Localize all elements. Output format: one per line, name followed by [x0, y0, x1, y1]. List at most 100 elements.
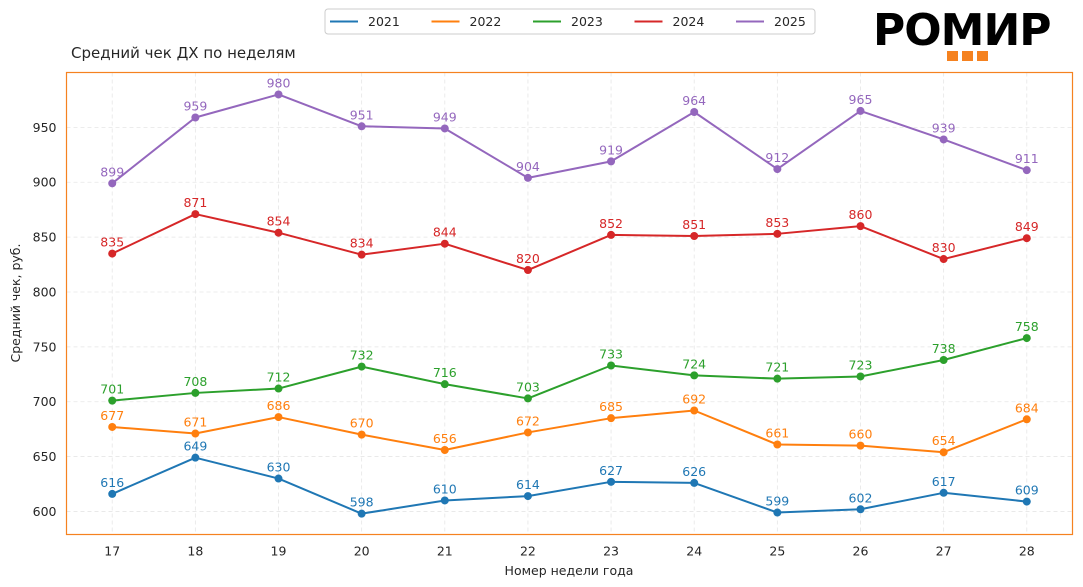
data-point: [274, 90, 283, 99]
data-point: [440, 124, 449, 133]
data-point: [690, 406, 699, 415]
series-line: [111, 456, 1027, 515]
x-tick-label: 19: [271, 544, 287, 559]
data-point: [939, 356, 948, 365]
legend-item-2025: 2025: [736, 14, 806, 29]
plot-frame: [65, 71, 1074, 536]
logo-square-icon: [947, 51, 958, 61]
legend-box: [324, 8, 816, 35]
data-label: 616: [100, 475, 124, 490]
data-label: 724: [682, 356, 706, 371]
data-label: 677: [100, 408, 124, 423]
data-point: [690, 478, 699, 487]
x-tick-label: 28: [1019, 544, 1035, 559]
series-2024: 835 871 854 834 844 820 852 851 853 860 830 849: [100, 195, 1039, 275]
legend-label: 2025: [774, 14, 806, 29]
data-point: [690, 108, 699, 117]
legend-label: 2021: [368, 14, 400, 29]
data-label: 899: [100, 164, 124, 179]
data-label: 835: [100, 235, 124, 250]
data-point: [274, 228, 283, 237]
data-label: 854: [267, 214, 291, 229]
data-point: [1022, 497, 1031, 506]
data-point: [773, 229, 782, 238]
data-label: 614: [516, 477, 540, 492]
data-point: [440, 239, 449, 248]
data-label: 701: [100, 382, 124, 397]
data-label: 598: [350, 495, 374, 510]
data-point: [108, 422, 117, 431]
data-point: [856, 222, 865, 231]
data-point: [773, 165, 782, 174]
x-axis-label: Номер недели года: [505, 563, 634, 578]
data-point: [856, 106, 865, 115]
data-label: 980: [267, 75, 291, 90]
data-point: [191, 388, 200, 397]
data-point: [523, 173, 532, 182]
data-label: 721: [765, 360, 789, 375]
grid: [66, 72, 1073, 535]
data-label: 852: [599, 216, 623, 231]
data-label: 949: [433, 109, 457, 124]
data-label: 732: [350, 348, 374, 363]
data-label: 610: [433, 481, 457, 496]
data-point: [607, 414, 616, 423]
data-label: 919: [599, 142, 623, 157]
series-line: [111, 93, 1028, 185]
data-point: [690, 371, 699, 380]
data-point: [690, 232, 699, 241]
data-label: 849: [1015, 219, 1039, 234]
data-point: [357, 362, 366, 371]
data-label: 661: [765, 426, 789, 441]
data-point: [773, 440, 782, 449]
data-label: 712: [267, 370, 291, 385]
legend: 2021 2022 2023 2024 2025: [324, 8, 816, 35]
data-point: [856, 441, 865, 450]
series-2021: 616 649 630 598 610 614 627 626 599 602 617 609: [100, 439, 1039, 518]
data-point: [440, 446, 449, 455]
data-point: [607, 361, 616, 370]
y-axis: 600 650 700 750 800 850 900 950: [33, 120, 57, 519]
data-label: 853: [765, 215, 789, 230]
data-label: 820: [516, 251, 540, 266]
data-point: [274, 413, 283, 422]
x-tick-label: 22: [520, 544, 536, 559]
data-point: [191, 453, 200, 462]
legend-label: 2022: [470, 14, 502, 29]
data-label: 716: [433, 365, 457, 380]
data-label: 703: [516, 379, 540, 394]
x-tick-label: 21: [437, 544, 453, 559]
data-point: [1022, 166, 1031, 175]
y-tick-label: 950: [33, 120, 57, 135]
data-label: 733: [599, 347, 623, 362]
data-point: [939, 135, 948, 144]
data-label: 656: [433, 431, 457, 446]
data-point: [357, 509, 366, 518]
legend-item-2021: 2021: [330, 14, 400, 29]
data-point: [191, 210, 200, 219]
y-tick-label: 850: [33, 230, 57, 245]
logo-text: РОМИР: [873, 5, 1051, 56]
y-tick-label: 800: [33, 284, 57, 299]
data-point: [523, 428, 532, 437]
data-point: [274, 384, 283, 393]
data-point: [357, 430, 366, 439]
data-label: 692: [682, 391, 706, 406]
data-point: [939, 448, 948, 457]
romir-logo: РОМИР: [873, 5, 1052, 61]
data-label: 660: [849, 427, 873, 442]
x-tick-label: 18: [187, 544, 203, 559]
data-label: 834: [350, 236, 374, 251]
data-label: 684: [1015, 400, 1039, 415]
y-tick-label: 700: [33, 394, 57, 409]
data-label: 951: [350, 107, 374, 122]
data-label: 758: [1015, 319, 1039, 334]
legend-item-2022: 2022: [431, 14, 502, 29]
data-point: [607, 230, 616, 239]
data-point: [1022, 415, 1031, 424]
x-tick-label: 26: [853, 544, 869, 559]
series-line: [112, 337, 1028, 402]
data-label: 672: [516, 413, 540, 428]
